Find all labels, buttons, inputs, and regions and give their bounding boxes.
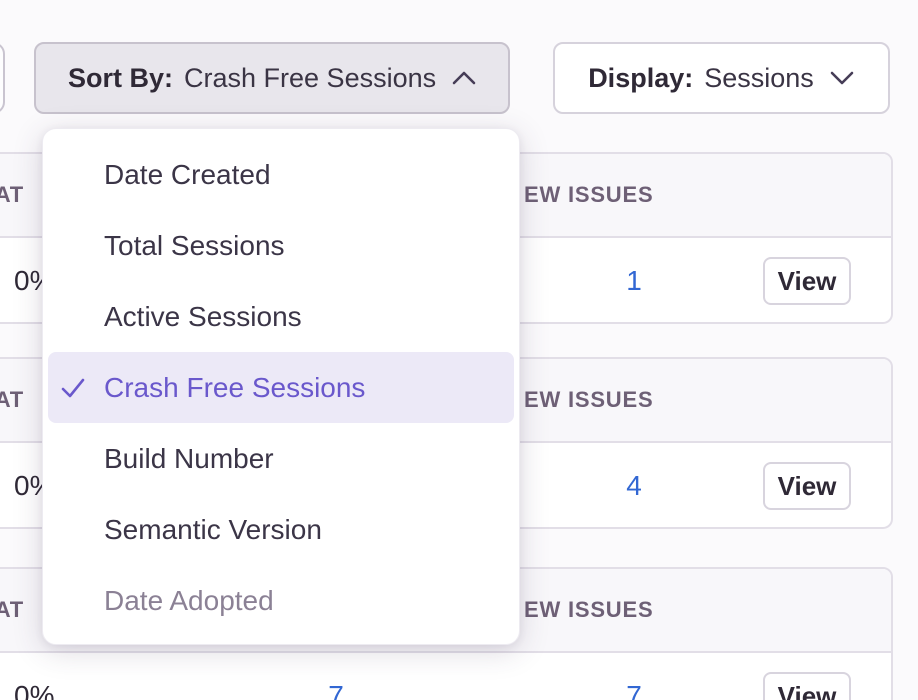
new-issues-count-link[interactable]: 7 — [626, 680, 642, 700]
release-card-row: 0% 1 View — [0, 238, 891, 322]
sort-by-label: Sort By: — [68, 62, 174, 93]
menu-item-label: Build Number — [104, 442, 274, 474]
issues-count-link[interactable]: 7 — [328, 680, 344, 700]
check-placeholder — [59, 232, 87, 260]
chevron-down-icon — [830, 71, 854, 85]
new-issues-column-header: EW ISSUES — [524, 597, 654, 622]
check-placeholder — [59, 587, 87, 615]
sort-by-dropdown-menu: Date Created Total Sessions Active Sessi… — [42, 128, 520, 645]
previous-toolbar-button-edge[interactable] — [0, 42, 5, 114]
chevron-up-icon — [452, 71, 476, 85]
menu-item-label: Semantic Version — [104, 513, 322, 545]
sort-by-button[interactable]: Sort By: Crash Free Sessions — [34, 42, 510, 114]
check-placeholder — [59, 303, 87, 331]
menu-item-total-sessions[interactable]: Total Sessions — [48, 210, 514, 281]
check-placeholder — [59, 445, 87, 473]
menu-item-date-created[interactable]: Date Created — [48, 139, 514, 210]
view-button[interactable]: View — [763, 257, 851, 305]
new-issues-column-header: EW ISSUES — [524, 387, 654, 412]
menu-item-build-number[interactable]: Build Number — [48, 423, 514, 494]
crash-free-rate-column-header: RAT — [0, 182, 24, 207]
display-value: Sessions — [704, 62, 814, 93]
menu-item-label: Date Adopted — [104, 584, 274, 616]
menu-item-active-sessions[interactable]: Active Sessions — [48, 281, 514, 352]
new-issues-column-header: EW ISSUES — [524, 182, 654, 207]
menu-item-crash-free-sessions[interactable]: Crash Free Sessions — [48, 352, 514, 423]
crash-free-rate-column-header: RAT — [0, 597, 24, 622]
check-placeholder — [59, 516, 87, 544]
crash-free-rate-value: 0% — [14, 680, 55, 700]
checkmark-icon — [61, 378, 85, 397]
release-card-row: 0% 7 7 View — [0, 653, 891, 700]
new-issues-count-link[interactable]: 1 — [626, 265, 642, 296]
menu-item-label: Total Sessions — [104, 229, 285, 261]
new-issues-count-link[interactable]: 4 — [626, 470, 642, 501]
menu-item-label: Date Created — [104, 158, 271, 190]
menu-item-date-adopted[interactable]: Date Adopted — [48, 565, 514, 636]
view-button[interactable]: View — [763, 672, 851, 700]
view-button[interactable]: View — [763, 462, 851, 510]
menu-item-label: Active Sessions — [104, 300, 302, 332]
menu-item-semantic-version[interactable]: Semantic Version — [48, 494, 514, 565]
display-label: Display: — [588, 62, 694, 93]
sort-by-value: Crash Free Sessions — [184, 62, 437, 93]
menu-item-label: Crash Free Sessions — [104, 371, 366, 403]
check-placeholder — [59, 161, 87, 189]
crash-free-rate-column-header: RAT — [0, 387, 24, 412]
display-button[interactable]: Display: Sessions — [553, 42, 890, 114]
